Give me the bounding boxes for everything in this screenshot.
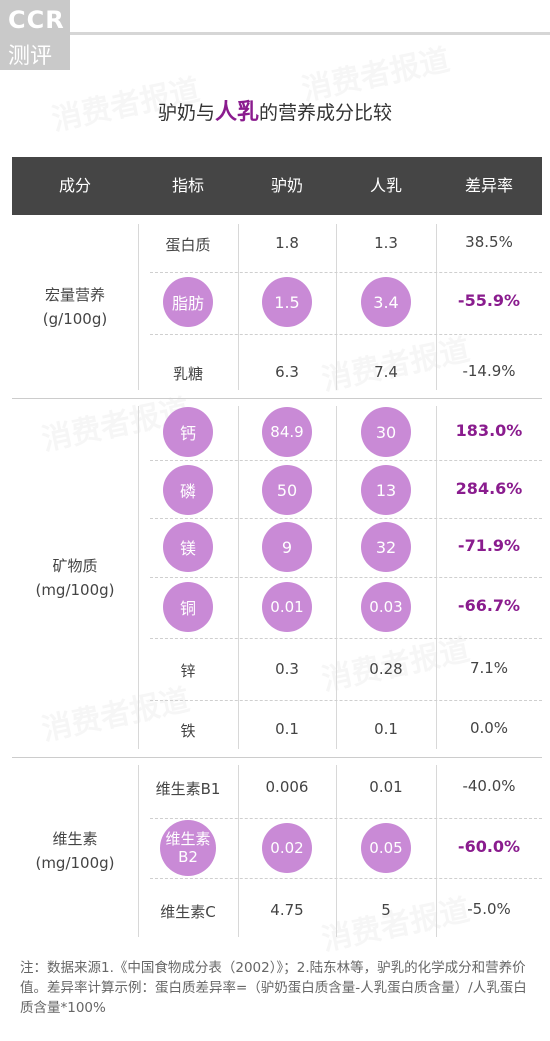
human-milk-value: 0.03: [361, 582, 411, 632]
title-suffix: 的营养成分比较: [259, 102, 393, 124]
footnote: 注：数据来源1.《中国食物成分表（2002）》；2.陆东林等，驴乳的化学成分和营…: [20, 960, 527, 1016]
table-header: 成分 指标 驴奶 人乳 差异率: [12, 157, 542, 215]
group-label: 宏量营养 (g/100g): [12, 283, 138, 331]
column-divider: [336, 765, 337, 937]
row-divider: [150, 818, 542, 819]
difference-rate: -71.9%: [457, 536, 521, 555]
human-milk-value: 1.3: [374, 234, 398, 252]
difference-rate: 0.0%: [469, 719, 509, 737]
donkey-milk-value: 1.8: [275, 234, 299, 252]
indicator-label: 钙: [163, 407, 213, 457]
indicator-label: 锌: [180, 662, 196, 680]
group-separator: [12, 398, 542, 399]
difference-rate: -5.0%: [467, 900, 511, 918]
ccr-logo: CCR 测评: [0, 0, 70, 70]
difference-rate: -66.7%: [457, 596, 521, 615]
indicator-label: 维生素B1: [155, 780, 221, 798]
indicator-label: 维生素 B2: [160, 820, 216, 876]
donkey-milk-value: 1.5: [262, 277, 312, 327]
group-label: 矿物质 (mg/100g): [12, 554, 138, 602]
human-milk-value: 30: [361, 407, 411, 457]
indicator-label: 乳糖: [172, 365, 203, 383]
column-header: 驴奶: [270, 176, 303, 195]
indicator-label: 磷: [163, 465, 213, 515]
page-title: 驴奶与人乳的营养成分比较: [0, 94, 550, 126]
row-divider: [150, 272, 542, 273]
column-header: 差异率: [464, 176, 513, 195]
column-header: 人乳: [369, 176, 402, 195]
logo-text-cp: 测评: [8, 44, 53, 69]
donkey-milk-value: 6.3: [275, 363, 299, 381]
human-milk-value: 0.28: [369, 660, 403, 678]
donkey-milk-value: 84.9: [262, 407, 312, 457]
human-milk-value: 5: [381, 901, 391, 919]
human-milk-value: 0.01: [369, 778, 403, 796]
donkey-milk-value: 0.01: [262, 582, 312, 632]
difference-rate: 183.0%: [455, 421, 523, 440]
difference-rate: -40.0%: [462, 777, 516, 795]
group-unit: (mg/100g): [35, 854, 115, 872]
human-milk-value: 13: [361, 465, 411, 515]
group-separator: [12, 757, 542, 758]
row-divider: [150, 878, 542, 879]
column-header: 指标: [171, 176, 204, 195]
column-divider: [436, 224, 437, 390]
donkey-milk-value: 9: [262, 522, 312, 572]
difference-rate: 284.6%: [455, 479, 523, 498]
indicator-label: 铁: [180, 722, 196, 740]
column-divider: [238, 765, 239, 937]
group-name: 宏量营养: [44, 286, 105, 304]
indicator-label: 铜: [163, 582, 213, 632]
column-divider: [436, 765, 437, 937]
column-divider: [138, 224, 139, 390]
donkey-milk-value: 4.75: [270, 901, 304, 919]
row-divider: [150, 334, 542, 335]
human-milk-value: 0.1: [374, 720, 398, 738]
difference-rate: -14.9%: [462, 362, 516, 380]
group-unit: (mg/100g): [35, 580, 115, 599]
human-milk-value: 0.05: [361, 823, 411, 873]
row-divider: [150, 638, 542, 639]
watermark: 消费者报道: [317, 885, 473, 959]
top-divider: [70, 32, 550, 35]
human-milk-value: 32: [361, 522, 411, 572]
group-name: 矿物质: [52, 556, 98, 575]
human-milk-value: 7.4: [374, 363, 398, 381]
column-header: 成分: [58, 176, 91, 195]
row-divider: [150, 700, 542, 701]
difference-rate: 38.5%: [465, 233, 513, 251]
indicator-label: 蛋白质: [165, 236, 211, 254]
column-divider: [336, 224, 337, 390]
human-milk-value: 3.4: [361, 277, 411, 327]
donkey-milk-value: 50: [262, 465, 312, 515]
row-divider: [150, 460, 542, 461]
group-name: 维生素: [52, 830, 98, 848]
row-divider: [150, 518, 542, 519]
indicator-label: 维生素C: [160, 903, 216, 921]
indicator-label: 脂肪: [163, 277, 213, 327]
difference-rate: -60.0%: [457, 837, 521, 856]
group-label: 维生素 (mg/100g): [12, 827, 138, 875]
row-divider: [150, 577, 542, 578]
difference-rate: 7.1%: [469, 659, 509, 677]
donkey-milk-value: 0.02: [262, 823, 312, 873]
difference-rate: -55.9%: [457, 291, 521, 310]
group-unit: (g/100g): [42, 310, 108, 328]
column-divider: [138, 765, 139, 937]
donkey-milk-value: 0.1: [275, 720, 299, 738]
indicator-label: 镁: [163, 522, 213, 572]
logo-text-ccr: CCR: [8, 6, 65, 34]
donkey-milk-value: 0.3: [275, 660, 299, 678]
column-divider: [238, 224, 239, 390]
title-highlight: 人乳: [214, 100, 259, 125]
donkey-milk-value: 0.006: [265, 778, 309, 796]
title-prefix: 驴奶与: [157, 102, 215, 124]
column-divider: [138, 406, 139, 749]
